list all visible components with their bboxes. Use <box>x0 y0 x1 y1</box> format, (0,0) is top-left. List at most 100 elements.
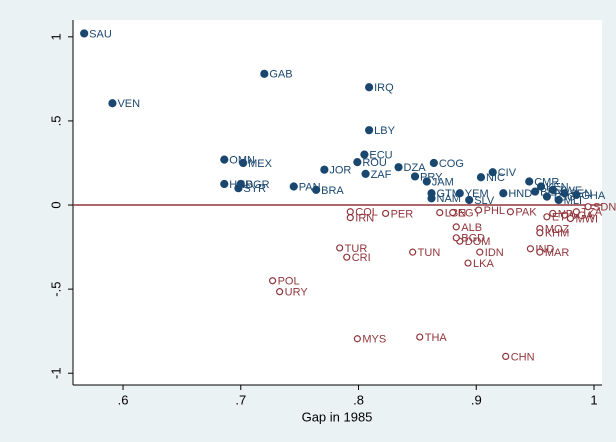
point <box>346 214 354 222</box>
point <box>455 189 464 198</box>
point <box>436 208 444 217</box>
y-tick-label: 1 <box>48 33 63 40</box>
point <box>365 83 374 92</box>
point-label: VEN <box>117 98 140 110</box>
point-label: TUR <box>345 243 368 255</box>
y-tick-label: .5 <box>48 115 63 126</box>
point-label: IRQ <box>374 82 394 94</box>
point-label: KHM <box>545 228 569 240</box>
point <box>353 158 362 167</box>
point-label: PER <box>391 208 414 220</box>
point-label: SDN <box>593 202 616 214</box>
point <box>531 187 540 196</box>
point <box>360 150 369 159</box>
point <box>449 208 457 217</box>
point-label: ZAF <box>371 169 392 181</box>
point <box>452 234 460 242</box>
point <box>320 165 329 174</box>
y-tick-label: -.5 <box>48 282 63 297</box>
point-label: DZA <box>404 162 427 174</box>
point <box>220 179 229 189</box>
point <box>365 126 374 135</box>
point-label: LKA <box>473 258 494 270</box>
point-label: NIC <box>486 172 505 184</box>
point <box>346 208 354 216</box>
x-tick-label: .9 <box>471 392 482 407</box>
point <box>536 229 544 237</box>
point <box>475 206 483 214</box>
point <box>536 182 546 191</box>
point <box>312 185 321 194</box>
point <box>476 173 486 182</box>
point <box>353 335 361 343</box>
point <box>464 259 472 267</box>
point <box>549 209 557 218</box>
point-label: CIV <box>498 167 517 179</box>
point-label: PAK <box>515 207 537 219</box>
point <box>566 214 575 223</box>
point <box>526 245 535 253</box>
point <box>560 211 569 219</box>
point <box>465 195 474 205</box>
point <box>429 158 438 168</box>
point-label: BGD <box>461 233 485 245</box>
x-tick-label: .8 <box>353 392 364 407</box>
point <box>488 168 497 177</box>
point-label: THA <box>425 332 448 344</box>
point-label: ECU <box>369 149 392 161</box>
point-label: SLV <box>474 195 495 207</box>
point-label: JOR <box>329 165 351 177</box>
point-label: URY <box>285 287 309 299</box>
point <box>536 248 544 256</box>
point-label: ROU <box>362 157 387 169</box>
point <box>476 248 484 256</box>
point <box>381 209 390 218</box>
point-label: MOZ <box>545 223 570 235</box>
point-label: BGR <box>246 179 270 191</box>
point-label: LBY <box>374 125 395 137</box>
point <box>572 190 581 200</box>
point-label: COL <box>355 207 378 219</box>
point <box>234 184 243 193</box>
point-label: IDN <box>485 247 504 259</box>
point <box>506 208 514 216</box>
plot-area <box>73 20 602 385</box>
point <box>108 99 117 108</box>
point-label: MAR <box>545 247 570 259</box>
point <box>560 189 569 198</box>
point <box>394 163 403 172</box>
point <box>268 277 277 285</box>
point-label: MYS <box>362 334 386 346</box>
point-label: DOM <box>465 236 491 248</box>
point <box>543 213 551 221</box>
point-label: ALB <box>461 222 482 234</box>
point-label: MWI <box>575 213 598 225</box>
point-label: TUN <box>418 247 441 259</box>
point <box>80 29 89 38</box>
point <box>343 253 351 261</box>
point <box>499 189 508 198</box>
y-tick-label: -1 <box>48 367 63 379</box>
point <box>548 185 557 194</box>
point <box>554 195 563 205</box>
point <box>452 223 460 231</box>
x-tick-label: 1 <box>590 392 597 407</box>
point-label: COG <box>439 158 464 170</box>
point <box>584 203 592 211</box>
point <box>220 155 229 164</box>
point <box>336 244 344 252</box>
point-label: CRI <box>352 252 371 264</box>
point <box>260 69 269 78</box>
point <box>572 208 580 216</box>
point-label: SAU <box>89 28 112 40</box>
point-label: SYR <box>243 183 266 195</box>
point-label: POL <box>278 276 300 288</box>
point-label: GTM <box>437 188 461 200</box>
point-label: NAM <box>437 193 461 205</box>
point <box>427 194 436 203</box>
point-label: GHA <box>581 190 606 202</box>
point <box>502 352 510 361</box>
point <box>525 177 534 186</box>
